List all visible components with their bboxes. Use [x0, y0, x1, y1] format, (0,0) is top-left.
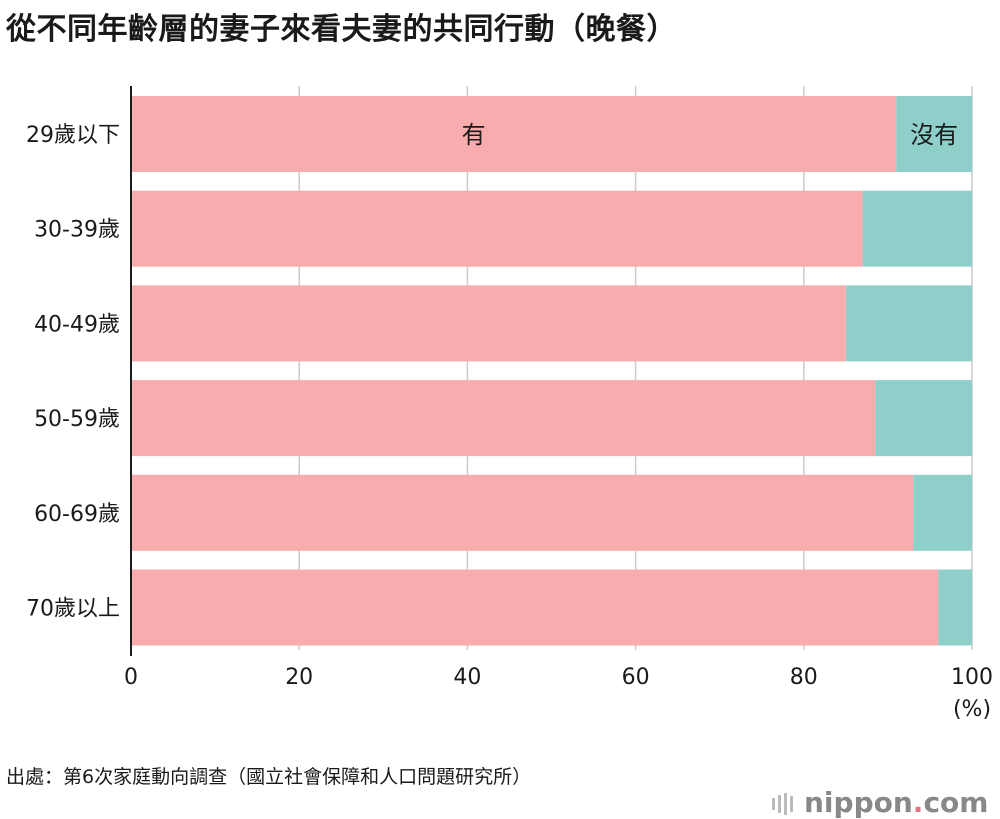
- category-label: 70歲以上: [26, 597, 120, 622]
- category-label: 29歲以下: [26, 123, 120, 148]
- x-tick-label: 80: [790, 665, 818, 690]
- series-label: 有: [462, 121, 486, 149]
- x-tick-label: 40: [453, 665, 481, 690]
- source-note: 出處：第6次家庭動向調查（國立社會保障和人口問題研究所）: [6, 766, 532, 788]
- category-label: 60-69歲: [34, 502, 120, 527]
- x-tick-label: 100: [951, 665, 993, 690]
- logo-tld: com: [923, 786, 989, 819]
- chart-title: 從不同年齡層的妻子來看夫妻的共同行動（晚餐）: [6, 12, 677, 47]
- bar-segment: [131, 190, 863, 267]
- bar-segment: [875, 380, 972, 457]
- logo-name: nippon: [804, 786, 913, 819]
- bar-segment: [896, 96, 972, 172]
- bar-segment: [845, 285, 972, 362]
- bar-segment: [131, 569, 939, 646]
- x-tick-label: 0: [124, 665, 138, 690]
- bar-segment: [131, 96, 897, 172]
- bar-segment: [131, 474, 914, 551]
- bar-segment: [938, 569, 972, 646]
- stacked-bar-chart: 29歲以下 30-39歲 40-49歲 50-59歲 60-69歲 70歲以上 有 沒有 0 20…: [26, 86, 993, 722]
- series-label: 沒有: [910, 121, 958, 149]
- nippon-logo: nippon.com: [772, 786, 988, 819]
- x-tick-label: 20: [285, 665, 313, 690]
- category-label: 50-59歲: [34, 407, 120, 432]
- category-label: 40-49歲: [34, 312, 120, 337]
- category-label: 30-39歲: [34, 218, 120, 243]
- logo-mark-icon: [772, 793, 793, 815]
- bar-segment: [131, 285, 846, 362]
- logo-dot: .: [912, 786, 924, 819]
- bar-segment: [131, 380, 876, 457]
- bar-segment: [862, 190, 972, 267]
- x-axis-unit: (%): [953, 697, 991, 722]
- bar-segment: [913, 474, 972, 551]
- x-tick-label: 60: [622, 665, 650, 690]
